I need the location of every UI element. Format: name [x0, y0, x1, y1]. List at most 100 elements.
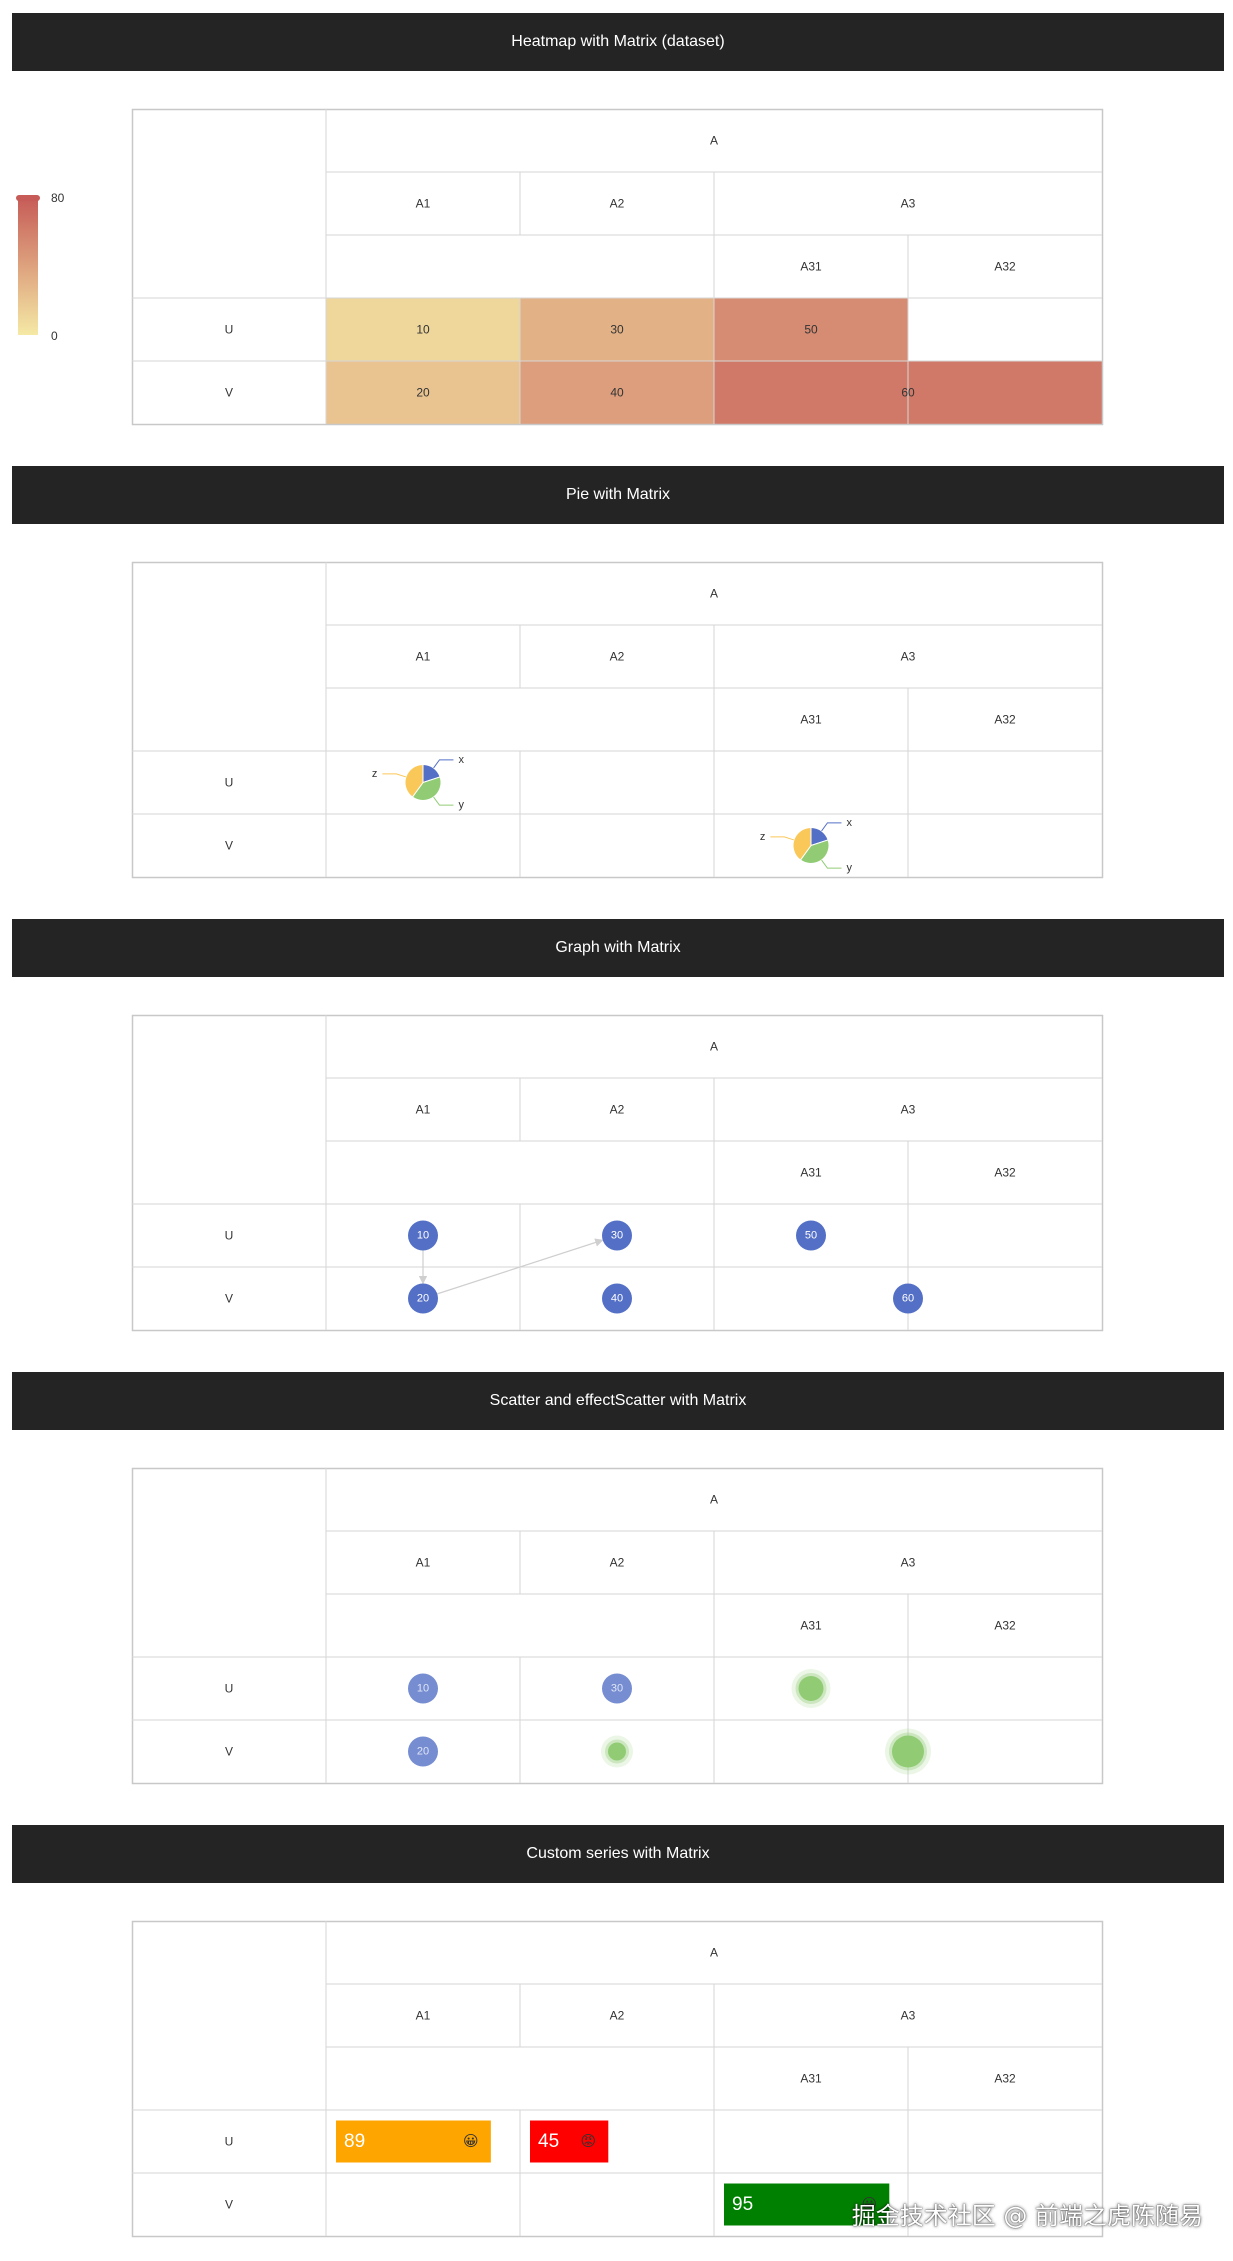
pie-slice-z — [404, 763, 424, 798]
header-label-a3: A3 — [901, 2009, 916, 2023]
header-label-a31: A31 — [800, 713, 822, 727]
scatter-point-label: 30 — [611, 1683, 623, 1695]
pie-label-x: x — [846, 817, 852, 829]
header-label-a32: A32 — [994, 1166, 1016, 1180]
matrix-grid — [131, 108, 1104, 426]
header-label-a3: A3 — [901, 1103, 916, 1117]
graph-node — [893, 1283, 923, 1314]
custom-bar-label: 45 — [538, 2131, 559, 2152]
graph-node — [408, 1283, 438, 1314]
pie-label-y: y — [458, 799, 464, 811]
matrix-border — [131, 1467, 1104, 1785]
visual-map-handle — [16, 195, 40, 201]
custom-bar — [724, 2183, 890, 2226]
row-label-u: U — [225, 323, 234, 337]
header-label-a3: A3 — [901, 197, 916, 211]
effect-scatter-point — [892, 1735, 924, 1768]
graph-node — [602, 1220, 632, 1251]
header-label-a31: A31 — [800, 1166, 822, 1180]
scatter-chart: A A1 A2 A3 A31 A32 U V 10 30 20 — [131, 1467, 1104, 1785]
custom-bar-emoji: 😀 — [861, 2196, 877, 2213]
matrix-grid — [131, 561, 1104, 879]
graph-node-label: 50 — [805, 1230, 817, 1242]
custom-bar-emoji: 😡 — [580, 2133, 596, 2150]
section-title: Custom series with Matrix — [526, 1845, 710, 1862]
pie-label-line — [770, 836, 795, 841]
watermark: 掘金技术社区 @ 前端之虎陈随易 — [851, 2202, 1203, 2230]
heatmap-cell-label: 30 — [610, 323, 624, 337]
graph-link — [437, 1238, 604, 1295]
custom-bar-emoji: 😀 — [463, 2133, 479, 2150]
pie-slice-z — [792, 826, 812, 861]
heatmap-cell — [714, 298, 908, 361]
visual-map-max-label: 80 — [51, 191, 65, 205]
section-header-custom: Custom series with Matrix — [12, 1825, 1224, 1883]
section-header-graph: Graph with Matrix — [12, 919, 1224, 977]
heatmap-cell — [520, 361, 714, 424]
pie-label-line — [821, 822, 842, 832]
header-label-a3: A3 — [901, 650, 916, 664]
matrix-grid — [131, 1014, 1104, 1332]
pie: x y z — [760, 817, 853, 874]
scatter-point-label: 10 — [417, 1683, 429, 1695]
pie-slice-y — [411, 776, 442, 801]
header-label-a1: A1 — [416, 1103, 431, 1117]
pie-label-y: y — [846, 862, 852, 874]
heatmap-cell-label: 50 — [804, 323, 818, 337]
graph-node-label: 30 — [611, 1230, 623, 1242]
header-label-root: A — [710, 587, 718, 601]
header-label-a32: A32 — [994, 2072, 1016, 2086]
header-label-root: A — [710, 1493, 718, 1507]
row-label-v: V — [225, 2198, 233, 2212]
header-label-root: A — [710, 1040, 718, 1054]
header-label-a2: A2 — [610, 2009, 625, 2023]
header-label-a2: A2 — [610, 1103, 625, 1117]
heatmap-cell — [326, 298, 520, 361]
section-title: Scatter and effectScatter with Matrix — [489, 1392, 747, 1409]
matrix-border — [131, 1920, 1104, 2238]
heatmap-cell-label: 60 — [901, 386, 915, 400]
header-label-a2: A2 — [610, 197, 625, 211]
effect-scatter-point — [608, 1742, 626, 1761]
effect-scatter-point — [798, 1676, 824, 1701]
header-label-a31: A31 — [800, 260, 822, 274]
custom-bar — [530, 2120, 609, 2163]
matrix-grid — [131, 1467, 1104, 1785]
pie-label-line — [433, 759, 454, 769]
row-label-v: V — [225, 386, 233, 400]
header-label-a3: A3 — [901, 1556, 916, 1570]
row-label-u: U — [225, 1229, 234, 1243]
section-header-scatter: Scatter and effectScatter with Matrix — [12, 1372, 1224, 1430]
pie-label-x: x — [458, 754, 464, 766]
pie-label-line — [433, 796, 454, 806]
custom-bar — [336, 2120, 491, 2163]
graph-node-label: 10 — [417, 1230, 429, 1242]
graph-node — [796, 1220, 826, 1251]
heatmap-chart: A A1 A2 A3 A31 A32 U V 10 30 50 20 40 60 80 0 — [16, 108, 1104, 426]
header-label-root: A — [710, 1946, 718, 1960]
pie-label-line — [382, 773, 407, 778]
custom-bar-label: 89 — [344, 2131, 365, 2152]
section-title: Heatmap with Matrix (dataset) — [511, 33, 725, 50]
header-label-a32: A32 — [994, 260, 1016, 274]
heatmap-cell — [326, 361, 520, 424]
row-label-v: V — [225, 1292, 233, 1306]
graph-node-label: 60 — [902, 1293, 914, 1305]
heatmap-cell-label: 10 — [416, 323, 430, 337]
pie: x y z — [372, 754, 465, 811]
custom-bar-label: 95 — [732, 2194, 753, 2215]
header-label-a2: A2 — [610, 1556, 625, 1570]
pie-label-z: z — [372, 768, 378, 780]
graph-node — [408, 1220, 438, 1251]
row-label-u: U — [225, 776, 234, 790]
pie-label-z: z — [760, 831, 766, 843]
scatter-point — [602, 1673, 632, 1704]
heatmap-cell-label: 20 — [416, 386, 430, 400]
header-label-a1: A1 — [416, 650, 431, 664]
visual-map-min-label: 0 — [51, 329, 58, 343]
section-header-heatmap: Heatmap with Matrix (dataset) — [12, 13, 1224, 71]
header-label-root: A — [710, 134, 718, 148]
header-label-a1: A1 — [416, 1556, 431, 1570]
matrix-grid — [131, 1920, 1104, 2238]
section-title: Pie with Matrix — [565, 486, 671, 503]
